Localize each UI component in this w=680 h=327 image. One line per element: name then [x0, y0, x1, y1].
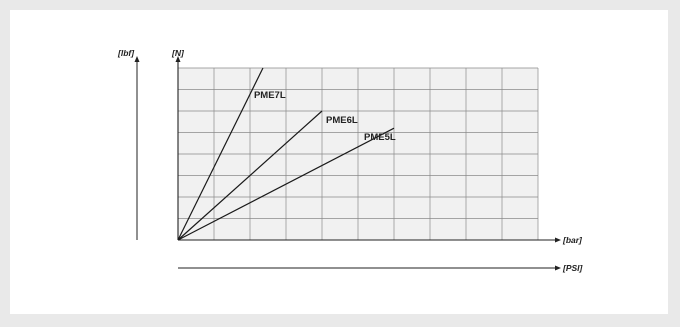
x2-axis-arrow	[555, 265, 561, 271]
y2-tick-labels	[134, 56, 140, 240]
series-label-pme5l: PME5L	[364, 132, 396, 143]
x-axis-unit: [bar]	[562, 235, 583, 245]
series-line-pme7l	[177, 67, 264, 241]
series-label-pme6l: PME6L	[326, 115, 358, 126]
axes	[175, 56, 561, 271]
series-line-pme6l	[177, 110, 323, 241]
series-line-pme5l	[177, 127, 395, 241]
series-labels: PME7L PME6L PME5L	[254, 90, 396, 143]
y2-axis-unit: [lbf]	[117, 48, 135, 58]
y2-axis-arrow	[134, 56, 140, 62]
x2-axis-unit: [PSI]	[562, 263, 584, 273]
x-axis-arrow	[555, 237, 561, 243]
series-lines	[177, 67, 395, 241]
y-axis-unit: [N]	[171, 48, 185, 58]
y-axis-arrow	[175, 56, 181, 62]
series-label-pme7l: PME7L	[254, 90, 286, 101]
